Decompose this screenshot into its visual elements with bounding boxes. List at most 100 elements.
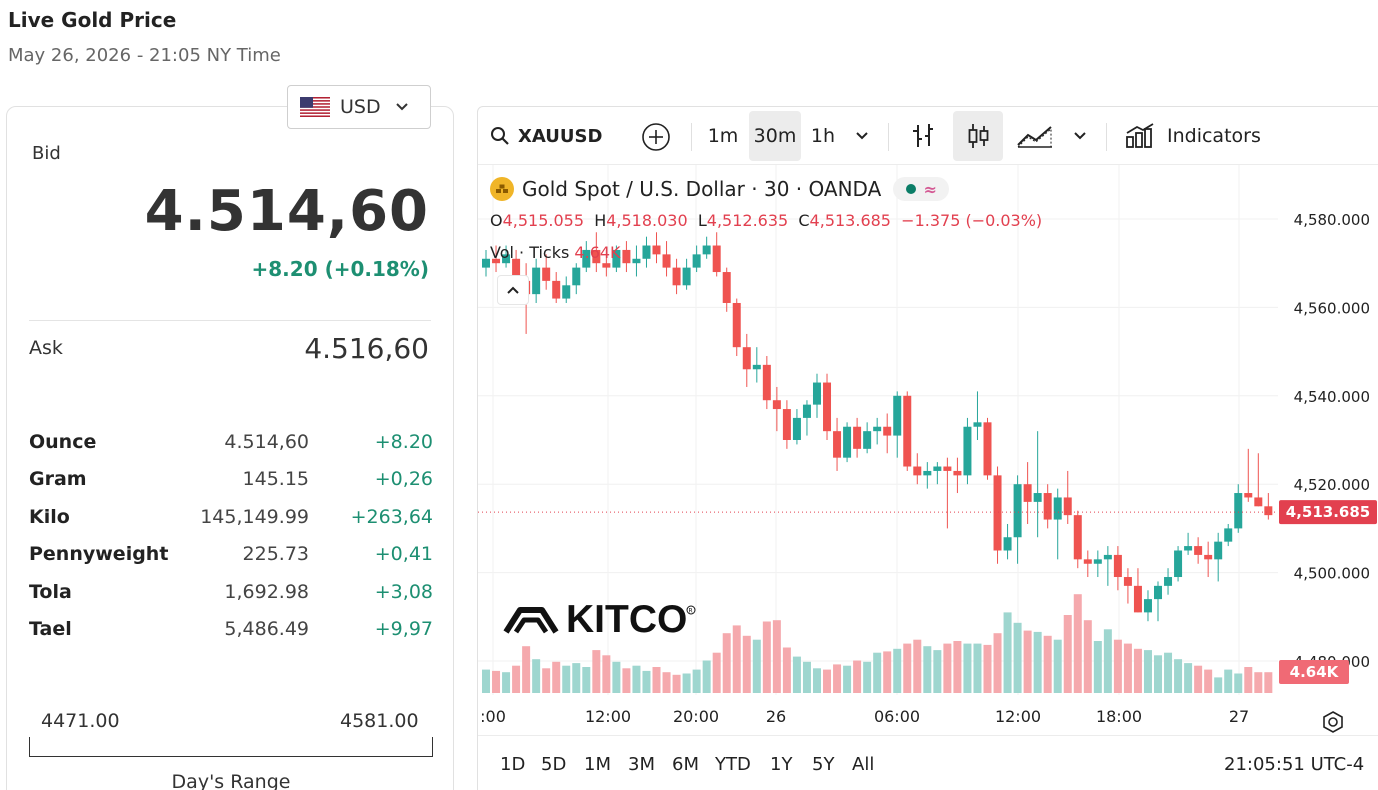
price-axis-label: 4,540.000 [1294, 388, 1370, 406]
collapse-legend-button[interactable] [497, 275, 529, 305]
compare-button[interactable] [640, 121, 672, 153]
unit-price-table: Ounce 4.514,60 +8.20 Gram 145.15 +0,26 K… [29, 423, 433, 648]
volume-bar [973, 643, 982, 693]
day-range-low: 4471.00 [41, 710, 120, 732]
chart-toolbar: XAUUSD 1m 30m 1h [478, 107, 1378, 165]
candle-body [863, 431, 872, 449]
time-axis-label: :00 [480, 707, 506, 726]
settings-gear-icon[interactable] [1323, 711, 1343, 733]
candle-body [622, 249, 631, 264]
candle-body [1113, 554, 1122, 578]
bars-style-button[interactable] [903, 115, 943, 157]
currency-dropdown[interactable]: USD [287, 85, 431, 129]
time-axis-label: 20:00 [673, 707, 719, 726]
volume-legend-value: 4.64K [574, 243, 621, 262]
chart-type-menu[interactable] [1066, 121, 1094, 151]
svg-text:R: R [689, 608, 693, 615]
time-axis: :00 12:00 20:00 26 06:00 12:00 18:00 27 [480, 707, 1249, 726]
volume-bar [1204, 669, 1213, 693]
bid-price: 4.514,60 [144, 179, 429, 244]
candle-body [1053, 497, 1062, 520]
delayed-data-icon: ≈ [923, 179, 937, 199]
range-5d[interactable]: 5D [541, 754, 567, 775]
candle-body [1184, 546, 1193, 551]
volume-bar [1133, 648, 1142, 693]
unit-price: 5,486.49 [224, 618, 309, 641]
time-axis-label: 12:00 [585, 707, 631, 726]
candle-body [903, 395, 912, 467]
candle-body [742, 347, 751, 370]
volume-tag: 4.64K [1279, 660, 1349, 684]
interval-1h[interactable]: 1h [810, 125, 836, 147]
unit-change: +0,41 [374, 543, 433, 566]
candlesticks [482, 232, 1273, 622]
candle-body [512, 258, 521, 281]
volume-bar [1043, 635, 1052, 693]
candle-body [592, 249, 601, 264]
interval-30m[interactable]: 30m [749, 111, 801, 161]
range-5y[interactable]: 5Y [812, 754, 835, 775]
unit-change: +0,26 [374, 468, 433, 491]
market-status-pill[interactable]: ≈ [893, 177, 950, 201]
symbol-search[interactable]: XAUUSD [490, 121, 602, 151]
bid-change: +8.20 (+0.18%) [251, 257, 430, 281]
volume-bar [762, 621, 771, 693]
volume-bar [1093, 641, 1102, 693]
interval-1m[interactable]: 1m [707, 125, 739, 147]
candle-body [1103, 554, 1112, 560]
ask-price: 4.516,60 [304, 332, 429, 365]
candle-body [762, 364, 771, 401]
candle-body [782, 409, 791, 440]
chevron-down-icon [856, 132, 868, 140]
volume-bar [1264, 672, 1273, 693]
chart-clock[interactable]: 21:05:51 UTC-4 [1224, 754, 1365, 775]
chevron-down-icon [395, 103, 408, 111]
candle-body [722, 272, 731, 303]
volume-bar [592, 650, 601, 693]
range-ytd[interactable]: YTD [715, 754, 751, 775]
range-1d[interactable]: 1D [500, 754, 526, 775]
separator [888, 123, 889, 151]
candles-style-button[interactable] [953, 111, 1003, 161]
range-1m[interactable]: 1M [584, 754, 611, 775]
range-1y[interactable]: 1Y [770, 754, 793, 775]
unit-name: Pennyweight [29, 543, 169, 566]
candle-body [953, 470, 962, 476]
area-style-button[interactable] [1015, 119, 1055, 153]
time-axis-label: 12:00 [995, 707, 1041, 726]
range-3m[interactable]: 3M [628, 754, 655, 775]
price-chart[interactable]: KITCO R 4,580.000 4,560.000 4,540.000 4,520… [478, 165, 1378, 735]
unit-row-tola: Tola 1,692.98 +3,08 [29, 573, 433, 611]
unit-price: 145.15 [242, 468, 309, 491]
volume-bar [1164, 652, 1173, 693]
low-value: 4,512.635 [706, 211, 789, 230]
volume-bar [1174, 659, 1183, 693]
unit-price: 145,149.99 [200, 505, 309, 528]
candle-body [542, 267, 551, 281]
us-flag-icon [300, 97, 330, 117]
range-6m[interactable]: 6M [672, 754, 699, 775]
volume-bar [823, 669, 832, 693]
volume-bars [482, 594, 1273, 693]
candle-body [1204, 554, 1213, 560]
candle-body [963, 426, 972, 476]
volume-bar [682, 673, 691, 693]
range-all[interactable]: All [852, 754, 875, 775]
volume-bar [843, 665, 852, 693]
candle-body [893, 395, 902, 436]
volume-bar [963, 643, 972, 693]
price-axis-label: 4,500.000 [1294, 565, 1370, 583]
indicators-button[interactable]: Indicators [1125, 119, 1261, 153]
volume-bar [642, 670, 651, 693]
candle-body [812, 382, 821, 405]
interval-menu[interactable] [848, 121, 876, 151]
volume-bar [602, 655, 611, 693]
volume-bar [622, 668, 631, 693]
volume-bar [1083, 620, 1092, 693]
day-range-high: 4581.00 [340, 710, 419, 732]
search-icon [491, 127, 509, 145]
volume-bar [863, 661, 872, 693]
volume-bar [672, 674, 681, 693]
time-axis-label: 26 [766, 707, 786, 726]
ohlc-values: O4,515.055 H4,518.030 L4,512.635 C4,513.… [490, 211, 1043, 230]
